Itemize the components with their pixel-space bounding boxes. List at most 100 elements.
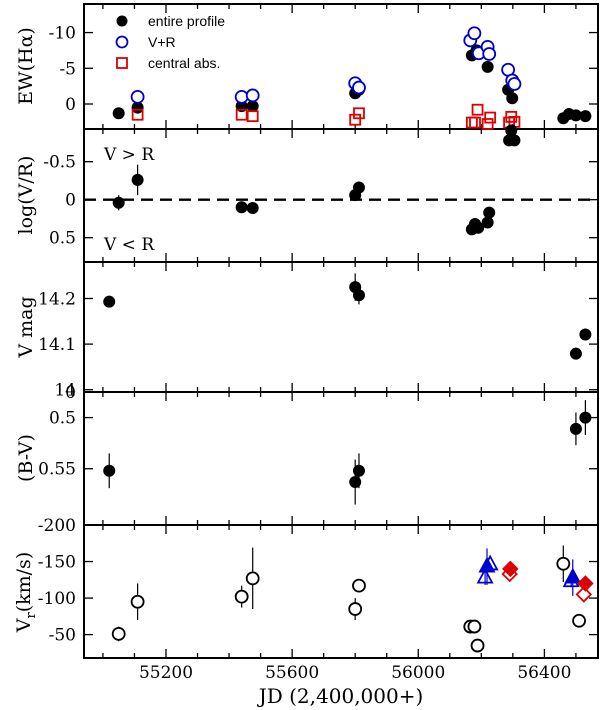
data-point xyxy=(569,109,582,122)
data-point xyxy=(569,422,582,435)
data-point xyxy=(352,289,365,302)
data-point xyxy=(481,118,494,130)
data-point xyxy=(348,602,363,616)
xtick-label: 55200 xyxy=(139,663,193,683)
data-point xyxy=(502,560,519,578)
legend-label-central-abs: central abs. xyxy=(148,55,220,71)
panel-rv-frame xyxy=(83,524,599,659)
data-point xyxy=(478,556,496,573)
data-point xyxy=(467,619,482,634)
data-point xyxy=(564,567,582,584)
data-point xyxy=(234,589,249,604)
data-point xyxy=(467,26,482,41)
data-point xyxy=(234,89,249,104)
legend-label-entire-profile: entire profile xyxy=(148,13,225,29)
data-point xyxy=(349,476,362,489)
data-point xyxy=(508,134,521,147)
data-point xyxy=(245,571,260,586)
ytick-label: 14.2 xyxy=(38,289,76,309)
data-point xyxy=(476,567,494,584)
ytick-label: 0.55 xyxy=(38,460,76,480)
data-point xyxy=(481,60,494,73)
xlabel: JD (2,400,000+) xyxy=(257,684,424,708)
data-point xyxy=(579,411,592,424)
data-point xyxy=(572,613,586,628)
data-point xyxy=(131,173,144,186)
legend-marker-v-plus-r xyxy=(115,35,129,49)
data-point xyxy=(484,111,497,124)
data-point xyxy=(112,196,125,209)
data-point xyxy=(472,221,485,234)
annotation-v-greater-r: V > R xyxy=(103,145,155,165)
data-point xyxy=(483,206,496,219)
data-point xyxy=(352,181,365,194)
data-point xyxy=(349,113,362,126)
xtick-label: 56000 xyxy=(391,663,445,683)
ytick-label: -5 xyxy=(59,59,76,79)
data-point xyxy=(575,586,593,603)
data-point xyxy=(470,638,485,653)
ytick-label: 14.1 xyxy=(38,335,76,355)
data-point xyxy=(130,89,145,104)
data-point xyxy=(482,47,497,61)
ytick-label: -50 xyxy=(49,626,76,646)
data-point xyxy=(352,578,366,593)
data-marks xyxy=(103,26,594,653)
data-point xyxy=(507,77,522,91)
data-point xyxy=(506,92,519,105)
ytick-label: -150 xyxy=(38,553,76,573)
data-point xyxy=(569,347,582,360)
data-point xyxy=(235,201,248,214)
panel-vmag-frame xyxy=(83,261,599,393)
data-point xyxy=(465,116,478,129)
ytick-label: -200 xyxy=(38,516,76,536)
data-point xyxy=(352,80,366,95)
ytick-label: 0 xyxy=(65,95,76,115)
data-point xyxy=(112,107,125,120)
panel-bv-frame xyxy=(83,391,599,526)
data-point xyxy=(352,464,365,477)
ytick-label: -0.5 xyxy=(43,153,76,173)
data-point xyxy=(353,107,365,120)
ytick-label: 0.5 xyxy=(49,229,76,249)
ylabel-rv: Vr(km/s) xyxy=(13,552,39,633)
data-point xyxy=(130,594,145,609)
legend: entire profile V+R central abs. xyxy=(115,13,225,71)
annotation-v-less-r: V < R xyxy=(103,235,155,255)
ylabel-bv: (B-V) xyxy=(15,434,37,482)
data-point xyxy=(246,100,259,113)
data-point xyxy=(579,328,592,341)
ytick-label: 0.5 xyxy=(49,409,76,429)
legend-marker-entire-profile xyxy=(116,15,128,27)
xtick-label: 55600 xyxy=(265,663,319,683)
legend-marker-central-abs xyxy=(116,57,128,69)
legend-label-v-plus-r: V+R xyxy=(148,34,176,50)
data-point xyxy=(103,464,116,477)
ylabel-vmag: V mag xyxy=(15,296,37,358)
data-point xyxy=(246,110,259,123)
data-point xyxy=(245,88,260,103)
data-point xyxy=(481,216,494,229)
data-point xyxy=(579,110,592,123)
data-point xyxy=(131,108,144,121)
ytick-label: 0 xyxy=(65,383,76,403)
ylabel-ew: EW(Hα) xyxy=(15,27,37,105)
data-point xyxy=(577,575,594,592)
data-point xyxy=(469,116,481,129)
data-point xyxy=(111,626,126,641)
data-point xyxy=(556,556,571,571)
axis-ticks: -10-500.50-0.51414.114.20.50.550-50-100-… xyxy=(38,4,598,683)
data-point xyxy=(246,202,259,215)
data-point xyxy=(235,108,248,121)
ytick-label: 14 xyxy=(54,381,76,401)
ytick-label: -10 xyxy=(49,24,76,44)
xtick-label: 56400 xyxy=(517,663,571,683)
data-point xyxy=(505,124,518,137)
data-point xyxy=(471,103,484,116)
panel-vr-frame xyxy=(83,128,599,263)
ytick-label: 0 xyxy=(65,191,76,211)
ylabel-vr: log(V/R) xyxy=(15,156,37,235)
data-point xyxy=(103,295,116,308)
ytick-label: -100 xyxy=(38,589,76,609)
